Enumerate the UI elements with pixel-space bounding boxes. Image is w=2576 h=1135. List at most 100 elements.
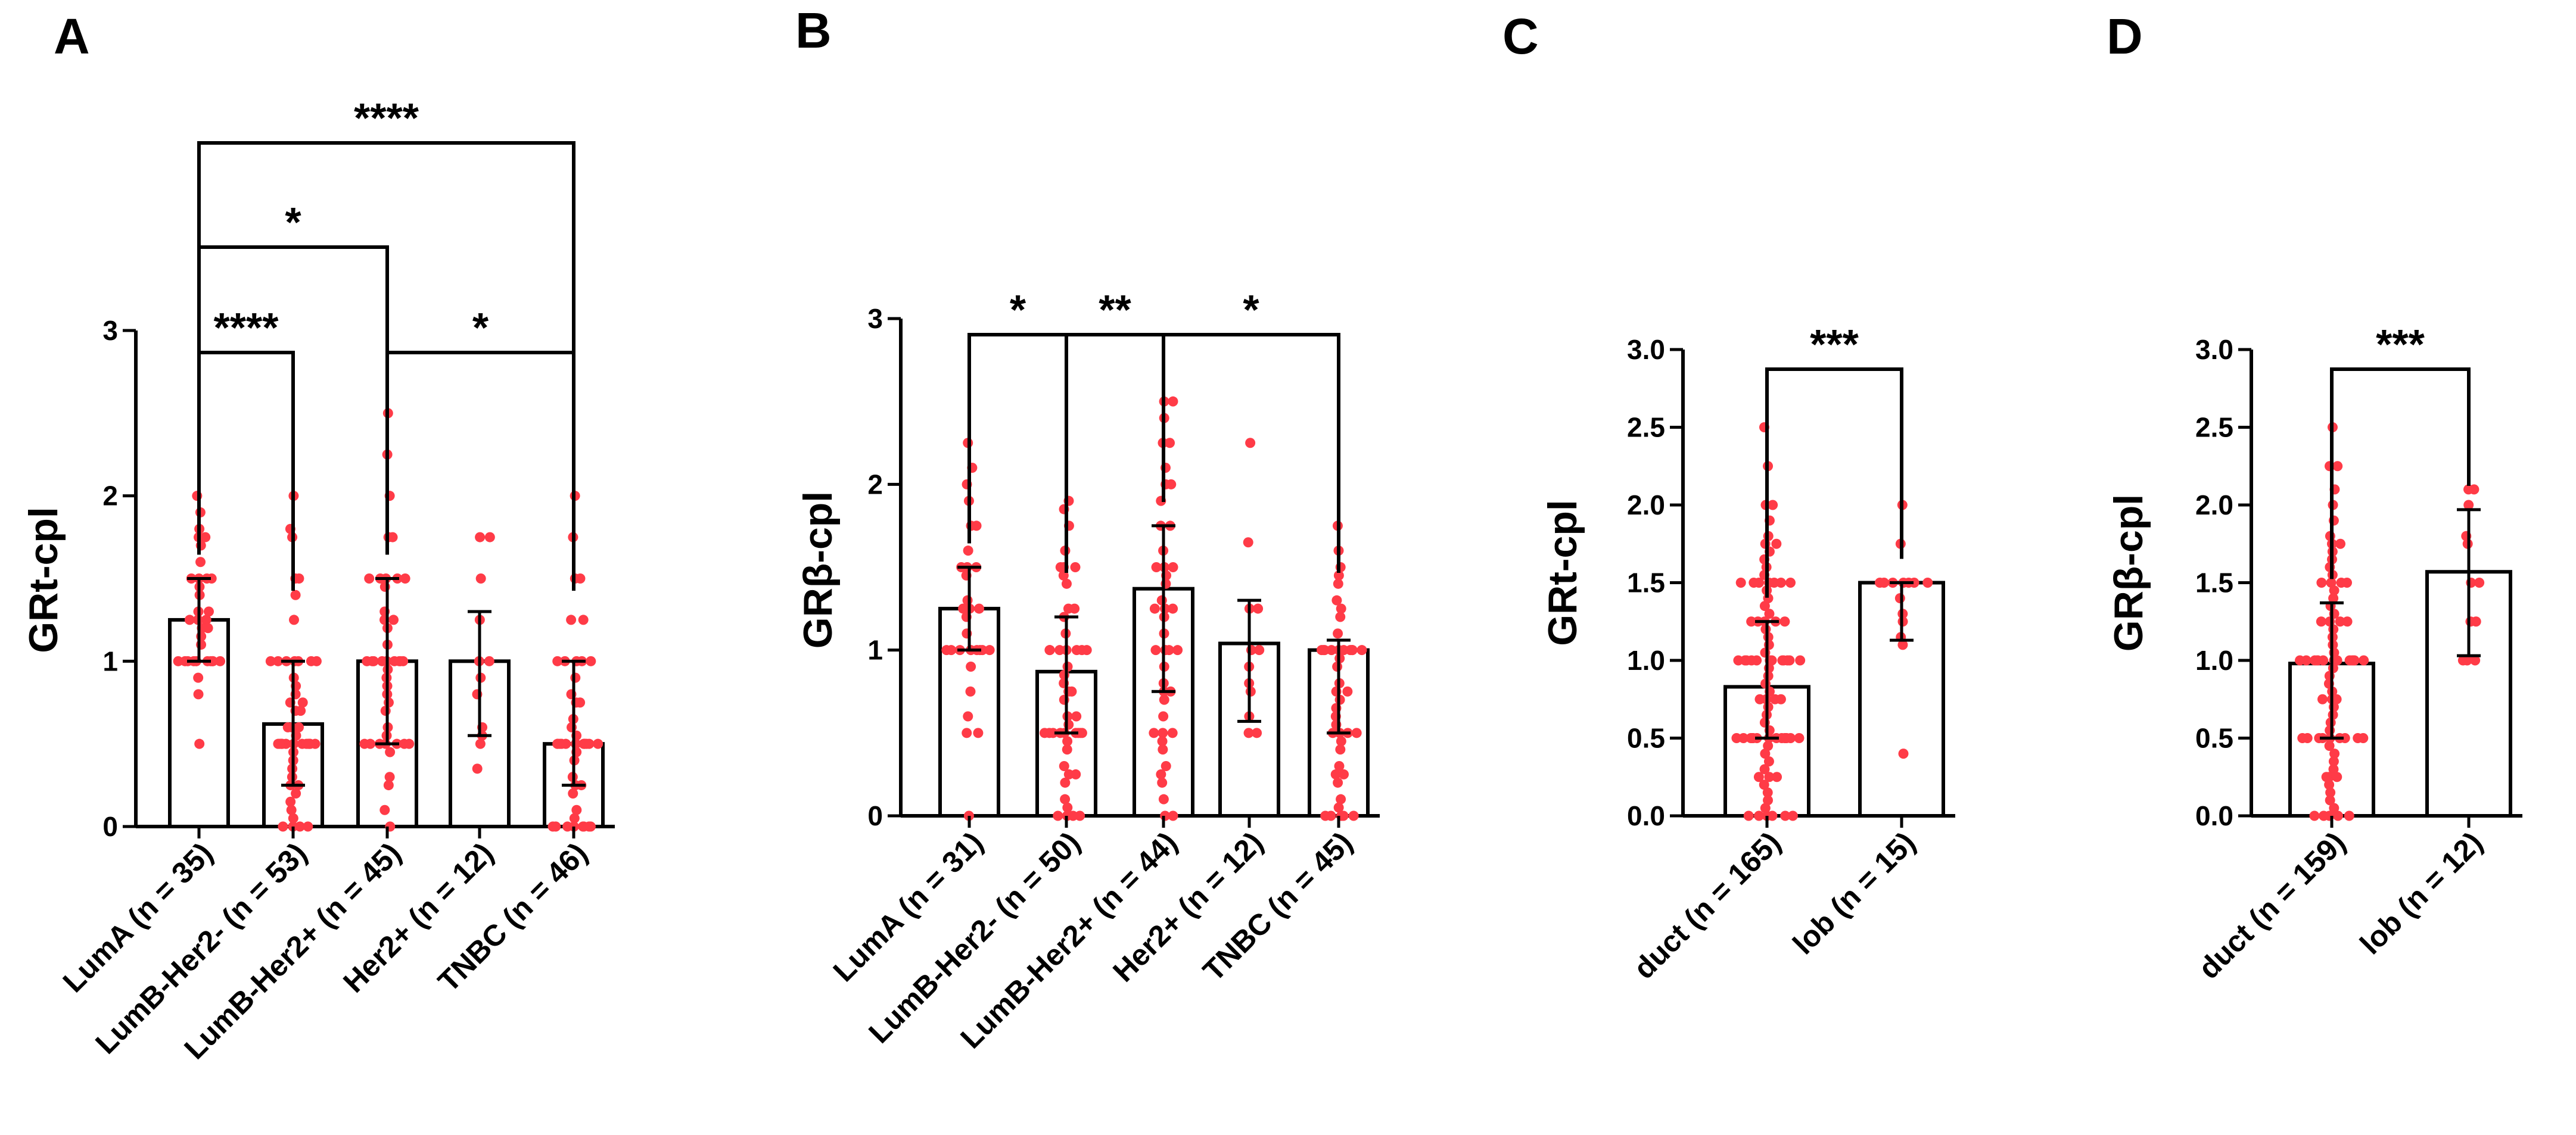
data-point: [1158, 794, 1169, 805]
data-point: [1776, 578, 1787, 588]
data-point: [1894, 593, 1905, 604]
data-point: [1081, 645, 1092, 656]
data-point: [2342, 578, 2353, 588]
data-point: [1333, 628, 1343, 639]
data-point: [1759, 779, 1769, 790]
data-point: [552, 656, 563, 666]
data-point: [285, 796, 296, 807]
data-point: [2344, 810, 2354, 821]
data-point: [475, 532, 486, 542]
data-point: [1763, 741, 1774, 752]
data-point: [1243, 537, 1253, 548]
data-point: [1061, 578, 1072, 589]
data-point: [2470, 655, 2481, 666]
data-point: [273, 656, 284, 666]
y-axis-title: GRt-cpl: [21, 507, 66, 653]
data-point: [1771, 538, 1782, 549]
data-point: [1764, 609, 1775, 619]
data-point: [2332, 655, 2342, 666]
data-point: [571, 805, 582, 815]
data-point: [206, 573, 217, 584]
data-point: [265, 656, 276, 666]
data-point: [387, 532, 398, 542]
data-point: [359, 738, 370, 749]
data-point: [1053, 810, 1063, 821]
data-point: [303, 821, 313, 832]
data-point: [286, 805, 297, 815]
y-tick-label: 1: [867, 635, 883, 666]
data-point: [1320, 810, 1331, 821]
data-point: [1775, 694, 1786, 704]
data-point: [484, 532, 495, 542]
data-point: [1336, 794, 1346, 805]
data-point: [388, 615, 399, 625]
y-tick-label: 1.5: [2195, 568, 2233, 598]
data-point: [475, 573, 486, 584]
data-point: [1333, 777, 1343, 788]
data-point: [1062, 802, 1073, 813]
data-point: [274, 738, 285, 749]
data-point: [294, 573, 304, 584]
data-point: [380, 706, 391, 716]
data-point: [1318, 645, 1329, 656]
data-point: [575, 697, 586, 708]
panel-letter: C: [1502, 8, 1539, 64]
data-point: [304, 738, 315, 749]
data-point: [201, 615, 211, 625]
data-point: [195, 557, 206, 568]
data-point: [294, 821, 305, 832]
data-point: [1746, 616, 1757, 627]
data-point: [593, 738, 603, 749]
y-tick-label: 2.5: [1627, 412, 1665, 443]
y-tick-label: 3: [867, 303, 883, 334]
data-point: [1039, 728, 1050, 738]
data-point: [1331, 595, 1342, 606]
data-point: [193, 689, 204, 700]
data-point: [297, 697, 308, 708]
data-point: [1168, 810, 1178, 821]
data-point: [1922, 578, 1933, 588]
data-point: [568, 788, 578, 799]
data-point: [941, 645, 952, 656]
data-point: [2317, 694, 2328, 704]
data-point: [1347, 645, 1358, 656]
data-point: [2474, 578, 2485, 588]
data-point: [2332, 772, 2342, 782]
data-point: [1733, 655, 1744, 666]
data-point: [2342, 616, 2353, 627]
data-point: [1787, 810, 1798, 821]
significance-label: ***: [1810, 321, 1859, 367]
data-point: [1167, 728, 1178, 738]
data-point: [1060, 777, 1071, 788]
data-point: [1245, 438, 1256, 448]
significance-bracket: [2330, 367, 2471, 579]
data-point: [2297, 733, 2308, 743]
data-point: [1161, 761, 1171, 771]
data-point: [962, 728, 972, 738]
data-point: [1766, 655, 1777, 666]
data-point: [965, 686, 976, 697]
data-point: [1158, 744, 1168, 755]
panel-letter: D: [2107, 8, 2143, 64]
data-point: [1252, 728, 1262, 738]
data-point: [1333, 802, 1344, 813]
data-point: [207, 656, 218, 666]
data-point: [1158, 711, 1169, 722]
data-point: [1735, 578, 1746, 588]
data-point: [2309, 810, 2320, 821]
y-tick-label: 2.5: [2195, 412, 2233, 443]
data-point: [1071, 711, 1082, 722]
data-point: [973, 728, 984, 738]
data-point: [1338, 810, 1349, 821]
y-axis-title: GRβ-cpl: [795, 491, 841, 648]
data-point: [1909, 578, 1919, 588]
data-point: [1743, 810, 1754, 821]
significance-label: *: [472, 304, 489, 351]
data-point: [963, 711, 973, 722]
data-point: [2471, 616, 2481, 627]
data-point: [1334, 761, 1345, 771]
